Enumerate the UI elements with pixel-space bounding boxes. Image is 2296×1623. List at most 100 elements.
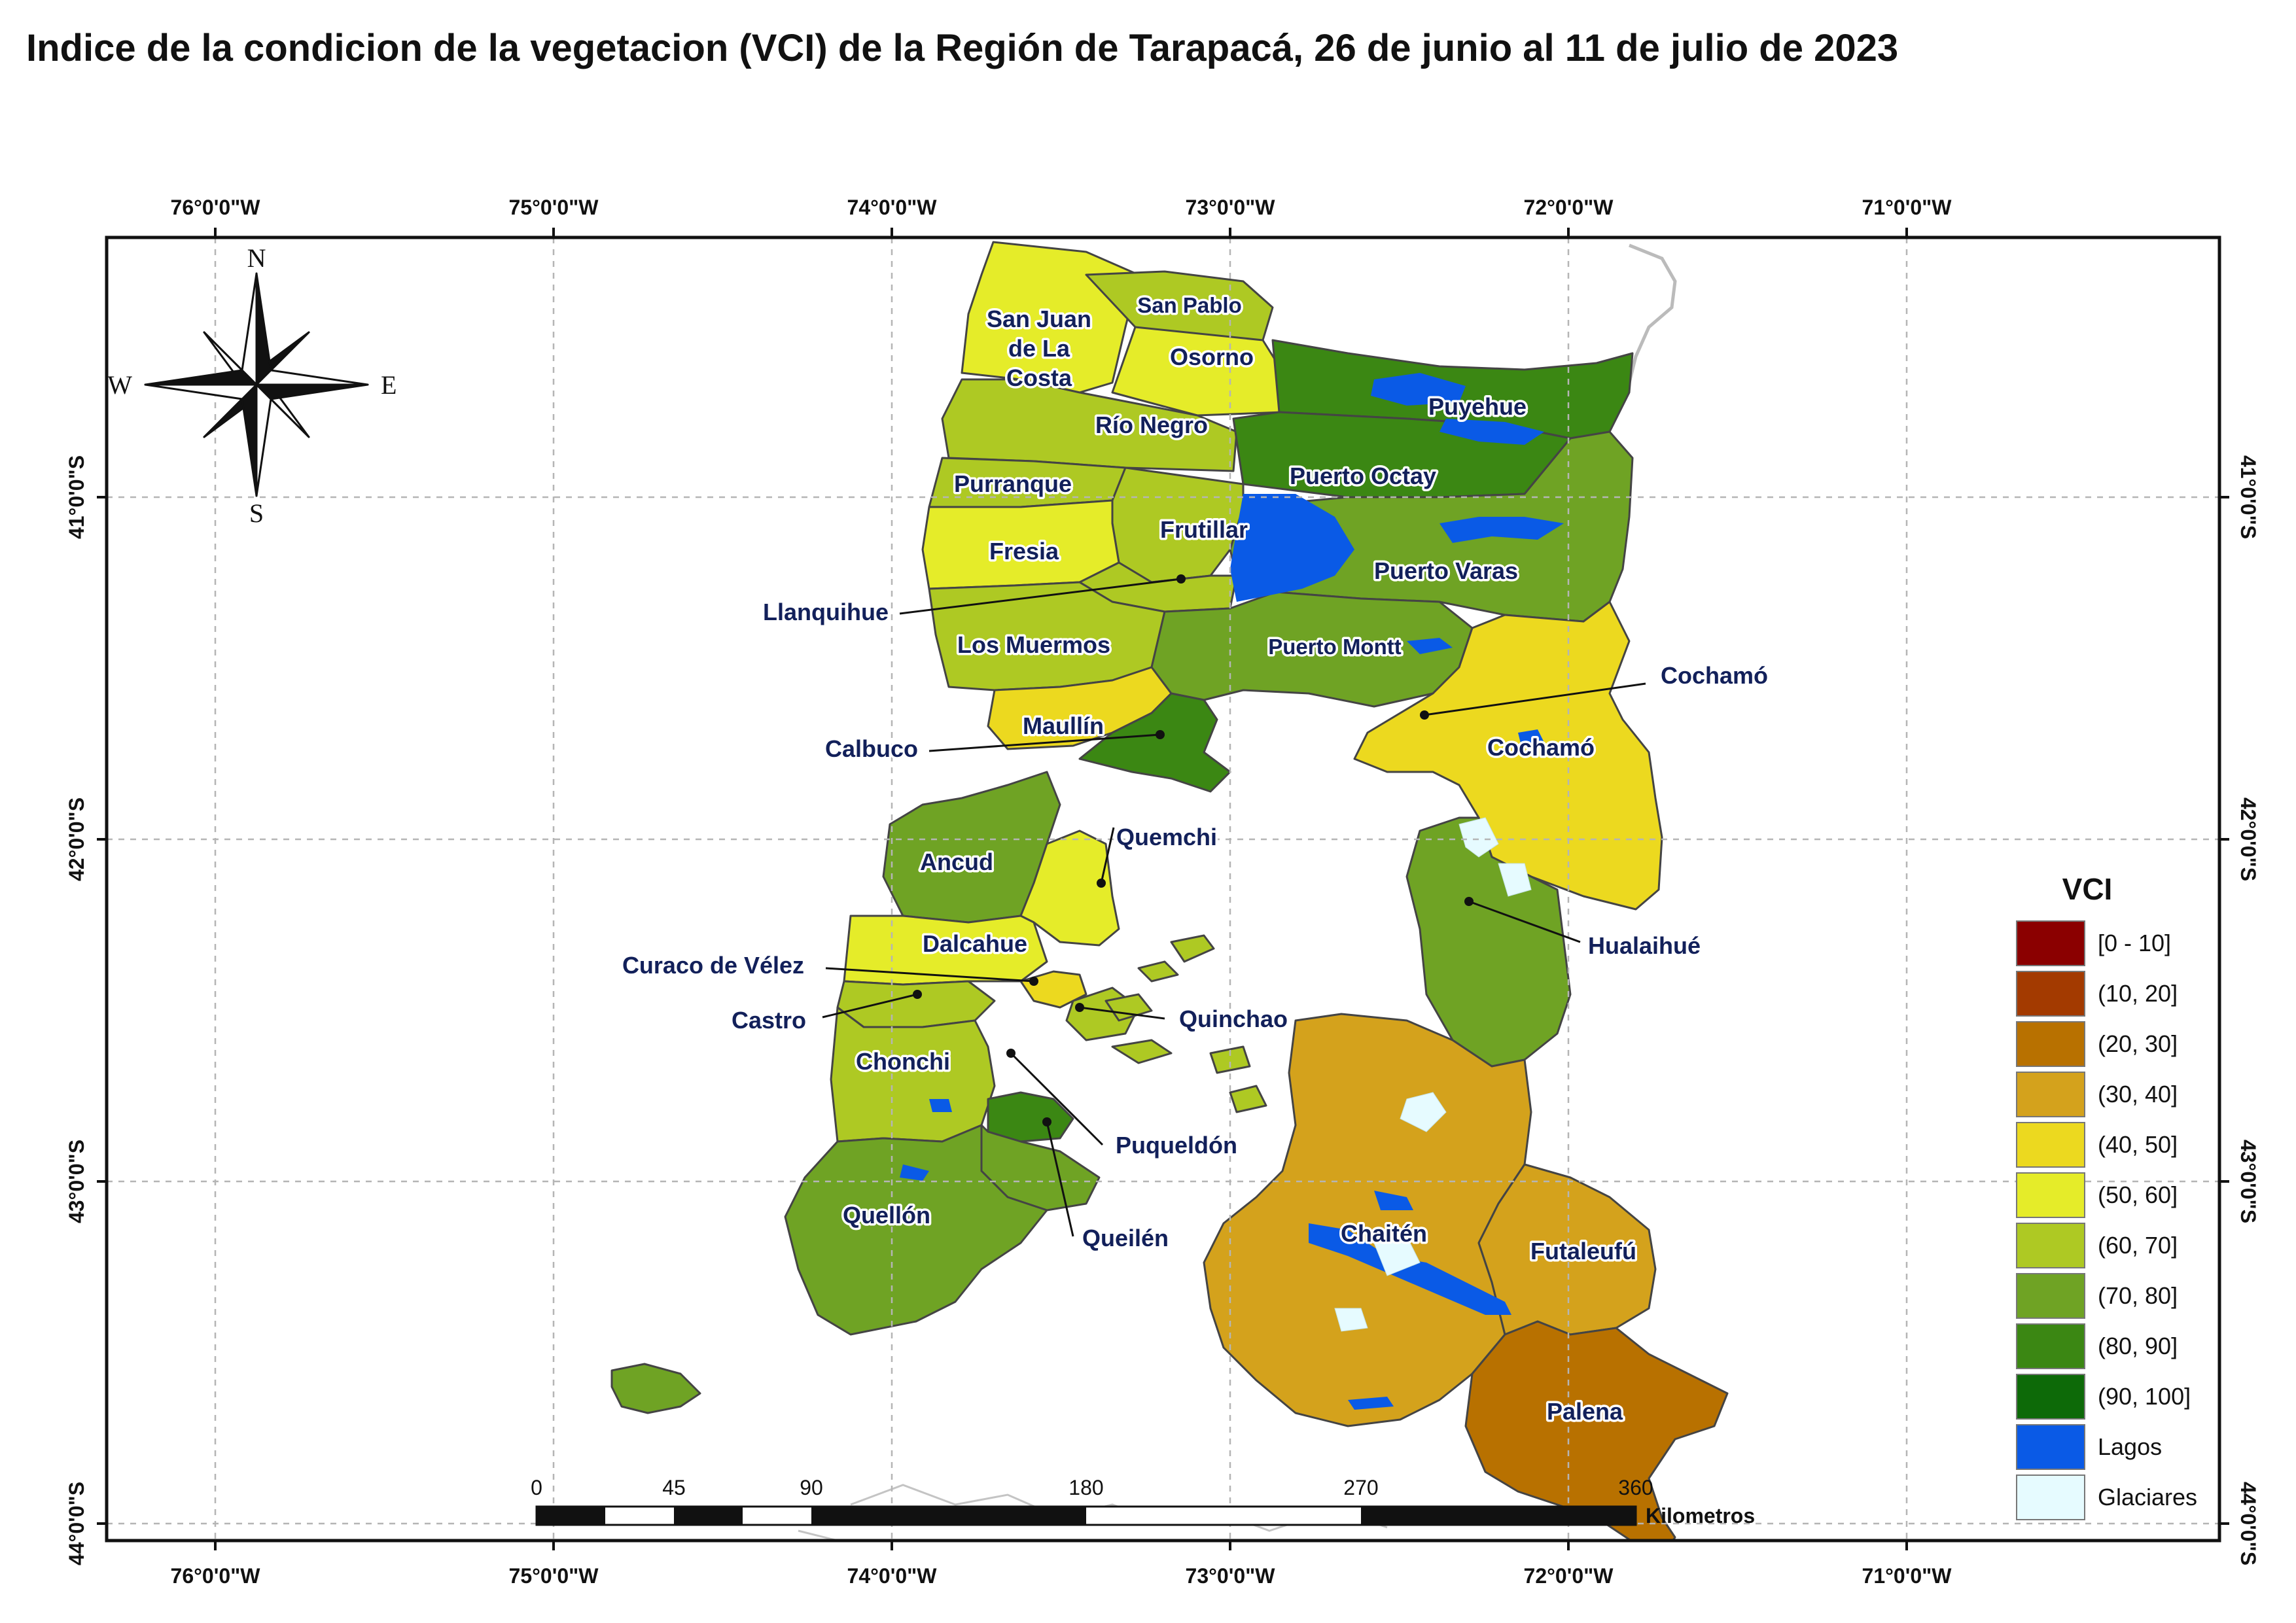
region-islas-desertores xyxy=(1104,934,1267,1113)
lon-label: 75°0'0"W xyxy=(509,1564,599,1588)
lat-label: 41°0'0"S xyxy=(2236,455,2260,539)
legend-label: (30, 40] xyxy=(2098,1081,2178,1108)
compass-rose-icon: N S E W xyxy=(107,243,397,528)
comuna-label-curaco-de-velez: Curaco de Vélez xyxy=(622,952,804,979)
lon-label: 74°0'0"W xyxy=(847,196,938,219)
legend-swatch xyxy=(2016,1323,2085,1369)
longitude-labels-top: 76°0'0"W 75°0'0"W 74°0'0"W 73°0'0"W 72°0… xyxy=(171,196,1952,219)
comuna-label-chaiten: Chaitén xyxy=(1341,1220,1427,1247)
comuna-label-futaleufu: Futaleufú xyxy=(1530,1238,1636,1265)
region-isla-guafo xyxy=(610,1363,701,1414)
lon-label: 76°0'0"W xyxy=(171,196,261,219)
comuna-labels: San Juan de La Costa San Pablo Osorno Pu… xyxy=(620,291,1770,1427)
scale-unit-label: Kilometros xyxy=(1646,1504,1755,1527)
lon-label: 74°0'0"W xyxy=(847,1564,938,1588)
lake-todos-los-santos xyxy=(1439,517,1564,543)
scale-tick-label: 360 xyxy=(1618,1476,1653,1499)
comuna-label-quinchao: Quinchao xyxy=(1179,1005,1288,1032)
legend-swatch xyxy=(2016,1223,2085,1268)
legend-title: VCI xyxy=(2062,872,2113,906)
glaciers-layer xyxy=(1334,817,1532,1332)
legend-swatch xyxy=(2016,1122,2085,1168)
scale-tick-label: 270 xyxy=(1343,1476,1378,1499)
glacier-michimahuida xyxy=(1400,1092,1447,1132)
legend-swatch xyxy=(2016,971,2085,1017)
region-futaleufu xyxy=(1477,1163,1657,1336)
comuna-label-san-juan-line1: San Juan xyxy=(987,305,1091,332)
map-title: Indice de la condicion de la vegetacion … xyxy=(26,27,1899,69)
glacier-chaiten-2 xyxy=(1334,1308,1368,1332)
legend-swatch xyxy=(2016,1072,2085,1117)
glacier-hualaihue-2 xyxy=(1498,863,1532,897)
comuna-label-puyehue: Puyehue xyxy=(1428,393,1527,420)
comuna-label-castro: Castro xyxy=(732,1007,806,1034)
lakes-layer xyxy=(900,373,1564,1410)
comunas-layer xyxy=(610,241,1729,1541)
region-calbuco xyxy=(1078,692,1231,793)
lon-label: 75°0'0"W xyxy=(509,196,599,219)
region-palena xyxy=(1464,1320,1729,1541)
legend-label: (80, 90] xyxy=(2098,1333,2178,1359)
legend-label: (90, 100] xyxy=(2098,1383,2191,1410)
comuna-label-maullin: Maullín xyxy=(1023,712,1104,739)
comuna-label-san-pablo: San Pablo xyxy=(1137,293,1242,317)
comuna-label-quemchi: Quemchi xyxy=(1116,824,1217,850)
legend-label: [0 - 10] xyxy=(2098,930,2171,956)
scale-tick-label: 45 xyxy=(662,1476,686,1499)
legend: VCI [0 - 10] (10, 20] (20, 30] (30, 40] (40,… xyxy=(2016,872,2197,1520)
comuna-label-hualaihue: Hualaihué xyxy=(1588,932,1701,959)
comuna-label-chonchi: Chonchi xyxy=(856,1048,950,1075)
legend-label: (70, 80] xyxy=(2098,1282,2178,1309)
lake-chapo xyxy=(1407,638,1453,654)
glacier-hualaihue-1 xyxy=(1458,817,1499,858)
region-rio-negro xyxy=(941,378,1238,472)
lake-puyehue xyxy=(1371,373,1466,406)
lon-label: 73°0'0"W xyxy=(1186,1564,1276,1588)
legend-swatch xyxy=(2016,1374,2085,1420)
lon-label: 76°0'0"W xyxy=(171,1564,261,1588)
lon-label: 71°0'0"W xyxy=(1862,196,1952,219)
region-cochamo xyxy=(1353,601,1663,911)
comuna-label-puerto-octay: Puerto Octay xyxy=(1290,462,1436,489)
comuna-label-calbuco: Calbuco xyxy=(825,735,918,762)
legend-swatch xyxy=(2016,1424,2085,1470)
comuna-label-purranque: Purranque xyxy=(954,470,1072,497)
scale-tick-label: 180 xyxy=(1069,1476,1103,1499)
lake-llanquihue xyxy=(1230,494,1354,602)
comuna-label-ancud: Ancud xyxy=(920,848,993,875)
legend-swatch xyxy=(2016,920,2085,966)
lat-label: 44°0'0"S xyxy=(65,1482,88,1565)
legend-label: (10, 20] xyxy=(2098,980,2178,1007)
comuna-label-cochamo-leader: Cochamó xyxy=(1661,662,1768,689)
region-chaiten xyxy=(1203,1013,1532,1427)
comuna-label-quellon: Quellón xyxy=(843,1202,930,1229)
comuna-label-rio-negro: Río Negro xyxy=(1095,411,1208,438)
lon-label: 72°0'0"W xyxy=(1524,1564,1614,1588)
comuna-label-osorno: Osorno xyxy=(1170,343,1254,370)
comuna-label-llanquihue: Llanquihue xyxy=(763,599,889,625)
region-quellon xyxy=(784,1124,1048,1336)
lake-chiloe-2 xyxy=(900,1164,929,1181)
lat-label: 44°0'0"S xyxy=(2236,1482,2260,1565)
lake-chaiten xyxy=(1309,1223,1511,1315)
comuna-label-fresia: Fresia xyxy=(989,538,1059,565)
legend-swatch xyxy=(2016,1475,2085,1520)
longitude-labels-bottom: 76°0'0"W 75°0'0"W 74°0'0"W 73°0'0"W 72°0… xyxy=(171,1564,1952,1588)
compass-south-label: S xyxy=(249,498,264,528)
legend-label: (50, 60] xyxy=(2098,1181,2178,1208)
lake-rupanco xyxy=(1439,419,1544,445)
glacier-chaiten-1 xyxy=(1373,1236,1421,1276)
legend-label: (40, 50] xyxy=(2098,1131,2178,1158)
lat-label: 41°0'0"S xyxy=(65,455,88,539)
leader-points xyxy=(913,574,1474,1126)
lake-palena xyxy=(1348,1397,1394,1410)
compass-east-label: E xyxy=(381,370,397,400)
legend-swatch xyxy=(2016,1172,2085,1218)
comuna-label-dalcahue: Dalcahue xyxy=(923,930,1027,957)
graticule xyxy=(107,237,2219,1541)
comuna-label-san-juan-line3: Costa xyxy=(1006,364,1072,391)
legend-label: (60, 70] xyxy=(2098,1232,2178,1259)
legend-items: [0 - 10] (10, 20] (20, 30] (30, 40] (40, 50]… xyxy=(2016,920,2197,1520)
comuna-label-palena: Palena xyxy=(1547,1398,1623,1425)
comuna-label-frutillar: Frutillar xyxy=(1160,516,1248,543)
